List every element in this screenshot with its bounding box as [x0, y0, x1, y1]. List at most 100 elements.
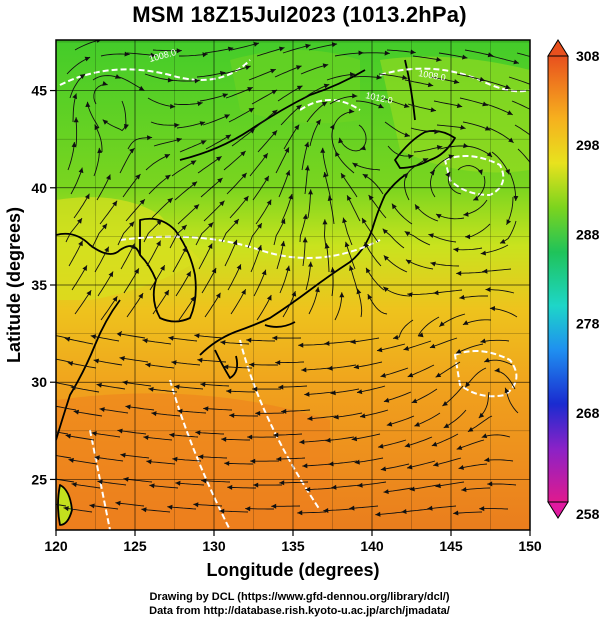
streamline-arrow	[176, 48, 182, 54]
streamline-arrow	[404, 442, 411, 448]
streamline-arrow	[408, 154, 414, 159]
streamline-arrow	[353, 364, 360, 370]
streamline-arrow	[167, 77, 173, 83]
streamline-arrow	[299, 439, 305, 445]
streamline-arrow	[257, 223, 262, 229]
streamline-arrow	[411, 398, 418, 404]
streamline-arrow	[156, 219, 162, 226]
streamline-arrow	[305, 487, 311, 492]
streamline-arrow	[78, 240, 83, 247]
streamline	[517, 148, 530, 164]
streamline-arrow	[320, 147, 326, 153]
streamline-arrow	[325, 437, 331, 443]
x-tick-label: 120	[44, 538, 68, 554]
streamline-arrow	[362, 174, 369, 179]
streamline	[56, 503, 67, 507]
streamline-arrow	[378, 103, 384, 109]
streamline-arrow	[130, 243, 135, 250]
streamline-arrow	[302, 237, 308, 243]
streamline-arrow	[253, 42, 259, 47]
green-patch	[380, 56, 530, 173]
streamline-arrow	[280, 218, 286, 225]
streamline-arrow	[513, 195, 519, 201]
streamline-arrow	[84, 56, 91, 62]
streamline-arrow	[197, 101, 203, 107]
streamline	[417, 316, 440, 337]
streamline	[508, 76, 530, 85]
wind-streamlines	[40, 40, 530, 517]
streamline-arrow	[271, 130, 278, 136]
streamline-arrow	[404, 231, 411, 237]
contour-label: 1008.0	[418, 68, 447, 83]
streamline-arrow	[271, 89, 278, 95]
streamline-arrow	[182, 246, 187, 253]
isobar-line	[59, 59, 251, 86]
streamline-arrow	[485, 287, 491, 292]
streamline-arrow	[227, 46, 234, 52]
x-tick-label: 140	[360, 538, 384, 554]
y-tick-label: 30	[31, 374, 47, 390]
streamline-arrow	[409, 486, 415, 492]
streamline-arrow	[225, 134, 231, 140]
streamline-arrow	[435, 372, 442, 378]
streamline-arrow	[460, 124, 466, 130]
streamline-arrow	[194, 333, 200, 339]
streamline-arrow	[304, 141, 310, 148]
streamline-arrow	[463, 211, 469, 217]
streamline-arrow	[143, 435, 149, 440]
streamline-arrow	[193, 204, 200, 210]
streamline-arrow	[285, 265, 291, 272]
streamline-arrow	[247, 434, 253, 440]
streamline-arrow	[223, 364, 229, 370]
streamline	[56, 454, 72, 459]
streamline-arrow	[104, 246, 109, 253]
streamline-arrow	[86, 290, 92, 296]
isobars	[59, 59, 530, 530]
streamline-arrow	[422, 158, 429, 163]
streamline-arrow	[324, 340, 330, 346]
streamline-arrow	[120, 452, 126, 458]
streamline-arrow	[147, 135, 153, 141]
streamline-arrow	[40, 427, 45, 432]
streamline	[56, 405, 77, 411]
streamline-arrow	[172, 456, 178, 462]
streamline-arrow	[494, 367, 500, 373]
x-tick-label: 150	[518, 538, 542, 554]
streamline-arrow	[393, 334, 399, 340]
streamline-arrow	[224, 461, 230, 466]
streamline-arrow	[294, 124, 300, 131]
x-tick-label: 135	[281, 538, 305, 554]
streamline-arrow	[129, 221, 135, 227]
streamline-arrow	[229, 413, 235, 418]
streamline-arrow	[375, 511, 381, 517]
streamline-arrow	[285, 170, 291, 176]
streamline-arrow	[167, 504, 173, 510]
streamline-arrow	[200, 382, 206, 387]
streamline-arrow	[236, 264, 242, 270]
credit-drawing: Drawing by DCL (https://www.gfd-dennou.o…	[149, 591, 450, 603]
streamline-arrow	[298, 342, 304, 348]
streamline-arrow	[247, 87, 253, 92]
streamline-arrow	[323, 508, 329, 513]
streamline-arrow	[407, 292, 413, 298]
isobar-line	[119, 235, 381, 259]
colorbar-ramp	[547, 55, 569, 503]
streamline-arrow	[322, 63, 329, 69]
streamline-arrow	[327, 365, 333, 371]
streamline-arrow	[197, 357, 203, 363]
streamline-arrow	[202, 52, 208, 58]
streamline-arrow	[384, 50, 390, 56]
streamline	[56, 358, 71, 363]
streamline-arrow	[253, 482, 259, 488]
streamline-arrow	[484, 125, 491, 131]
streamline-arrow	[71, 142, 77, 148]
streamline-arrow	[315, 119, 321, 125]
colorbar-label: 268	[576, 405, 599, 421]
streamline-arrow	[122, 380, 128, 386]
streamline-arrow	[458, 465, 464, 470]
streamline-arrow	[380, 372, 386, 378]
streamline-arrow	[151, 411, 157, 417]
streamline-arrow	[301, 367, 307, 373]
streamline-arrow	[243, 196, 249, 202]
streamline-arrow	[478, 169, 483, 175]
